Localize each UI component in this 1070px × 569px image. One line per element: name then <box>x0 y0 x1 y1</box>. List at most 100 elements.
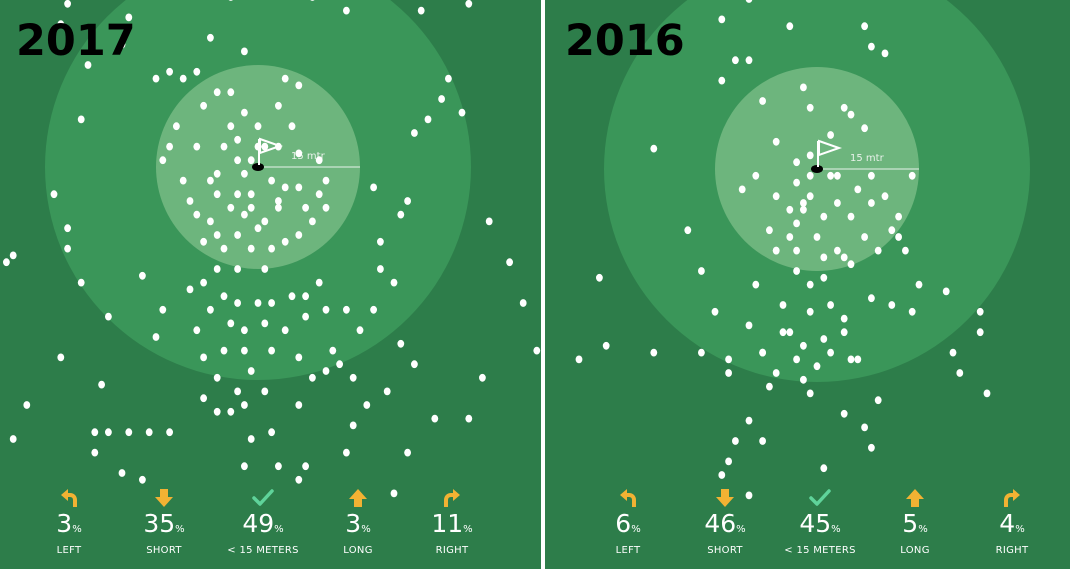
ball-point <box>50 190 58 199</box>
stat-number: 45 <box>799 509 832 538</box>
stat-value: 35% <box>119 510 209 544</box>
stat-label: LONG <box>900 545 930 556</box>
left-curve-arrow-icon <box>24 488 114 510</box>
stat-number: 3 <box>345 509 362 538</box>
ball-point <box>854 185 862 194</box>
ball-point <box>766 226 773 235</box>
ball-point <box>295 353 303 362</box>
stat-label: SHORT <box>707 545 743 556</box>
ball-point <box>295 149 303 158</box>
ball-point <box>596 273 603 282</box>
ball-point <box>411 129 418 137</box>
ball-point <box>207 33 214 42</box>
stat-short: 46% SHORT <box>680 488 770 556</box>
ball-point <box>759 348 766 357</box>
ball-point <box>800 83 807 92</box>
ball-point <box>322 367 330 375</box>
stat-long: 3% LONG <box>313 488 403 556</box>
ball-point <box>152 333 160 341</box>
ball-point <box>213 373 221 382</box>
ball-point <box>718 471 726 479</box>
ball-point <box>840 253 848 262</box>
ball-point <box>698 267 705 275</box>
stat-value: 3% <box>24 510 114 544</box>
ball-point <box>956 369 964 377</box>
ball-point <box>772 369 780 377</box>
ball-point <box>275 101 282 110</box>
stat-number: 4 <box>999 509 1016 538</box>
ball-point <box>9 251 17 260</box>
ball-point <box>247 435 255 443</box>
ball-point <box>268 176 275 185</box>
ball-point <box>506 258 513 267</box>
ball-point <box>186 197 194 205</box>
ball-point <box>881 49 889 58</box>
ball-point <box>247 244 255 253</box>
ball-point <box>302 292 309 301</box>
ball-point <box>105 312 112 321</box>
ball-point <box>241 108 248 117</box>
ball-point <box>241 401 248 409</box>
ball-point <box>800 341 807 350</box>
ball-point <box>193 210 201 219</box>
ball-point <box>247 190 255 199</box>
ball-point <box>220 142 228 151</box>
ball-point <box>868 42 875 51</box>
ball-point <box>228 0 233 1</box>
ball-point <box>820 464 828 473</box>
ball-point <box>281 74 289 83</box>
ball-point <box>193 142 201 151</box>
ball-point <box>227 88 235 97</box>
ball-point <box>145 428 153 437</box>
down-arrow-icon <box>680 488 770 510</box>
ball-point <box>288 292 296 301</box>
ball-point <box>166 428 174 437</box>
ball-point <box>281 183 289 192</box>
ball-point <box>302 462 309 471</box>
ball-point <box>445 74 452 83</box>
ball-point <box>438 95 445 103</box>
ball-point <box>718 15 726 24</box>
ball-point <box>806 307 814 316</box>
ball-point <box>868 294 875 303</box>
ball-point <box>200 353 208 362</box>
ball-point <box>745 491 753 500</box>
ball-point <box>91 448 99 457</box>
ball-point <box>725 355 732 364</box>
ball-point <box>479 373 486 382</box>
ball-point <box>976 307 984 316</box>
ball-point <box>105 428 112 437</box>
ball-point <box>417 6 425 15</box>
ball-point <box>908 307 916 316</box>
ball-point <box>868 171 875 180</box>
ball-point <box>179 176 187 185</box>
ball-point <box>983 389 991 398</box>
stat-label: RIGHT <box>435 545 469 556</box>
stat-left: 3% LEFT <box>24 488 114 556</box>
ball-point <box>854 355 862 364</box>
ball-point <box>64 224 71 233</box>
stat-long: 5% LONG <box>870 488 960 556</box>
ball-point <box>166 142 174 151</box>
ball-point <box>602 341 610 350</box>
ball-point <box>295 183 303 192</box>
ball-point <box>193 67 201 76</box>
ball-point <box>820 253 828 262</box>
ball-point <box>793 355 800 364</box>
ball-point <box>207 176 214 185</box>
ball-point <box>23 401 31 409</box>
ball-point <box>772 137 780 146</box>
ball-point <box>234 299 242 307</box>
ball-point <box>895 233 902 241</box>
ball-point <box>207 217 214 226</box>
ball-point <box>485 217 493 226</box>
stat-unit: % <box>831 524 841 535</box>
ball-point <box>519 299 527 307</box>
ball-point <box>275 462 282 471</box>
ball-point <box>241 47 248 56</box>
ball-point <box>241 326 248 335</box>
stat-value: 45% <box>775 510 865 544</box>
ball-point <box>800 199 807 207</box>
ball-point <box>227 319 235 328</box>
ball-point <box>732 437 739 445</box>
